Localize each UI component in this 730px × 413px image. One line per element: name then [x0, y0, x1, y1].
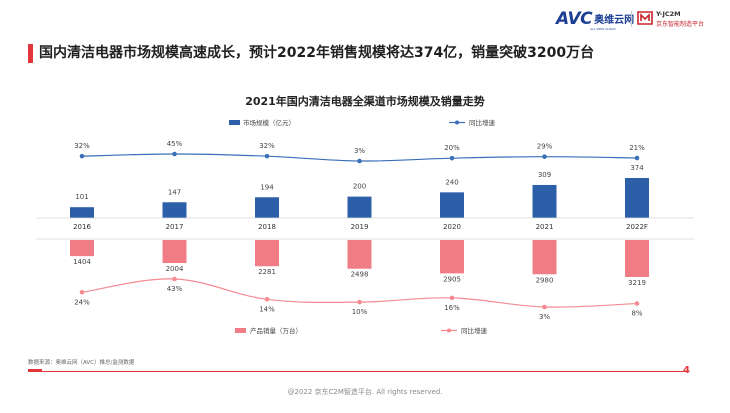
legend-label-sales-volume: 产品销量（万台） — [250, 326, 302, 335]
data-label-market-size-2020: 240 — [445, 178, 458, 186]
data-label-market-size-2022F: 374 — [630, 164, 644, 172]
data-label-value-growth-2022F: 21% — [629, 144, 645, 152]
data-label-volume-growth-2018: 14% — [259, 305, 275, 313]
data-label-sales-volume-2020: 2905 — [443, 275, 461, 283]
data-label-market-size-2016: 101 — [75, 193, 88, 201]
point-volume-growth-2019 — [357, 299, 362, 305]
title-accent-bar — [28, 44, 33, 63]
point-volume-growth-2022F — [634, 301, 640, 306]
data-label-volume-growth-2016: 24% — [74, 298, 90, 306]
data-label-value-growth-2017: 45% — [167, 140, 183, 148]
legend-marker-volume-growth — [447, 328, 451, 333]
bar-market-size-2018 — [255, 197, 279, 218]
bar-market-size-2022F — [625, 178, 649, 218]
bar-market-size-2019 — [347, 196, 372, 218]
data-label-sales-volume-2017: 2004 — [166, 265, 184, 273]
bar-sales-volume-2021 — [532, 240, 557, 275]
point-volume-growth-2018 — [264, 297, 270, 302]
x-tick-label-2020: 2020 — [443, 223, 461, 231]
data-label-volume-growth-2019: 10% — [352, 308, 368, 316]
point-volume-growth-2021 — [542, 304, 547, 310]
logo-separator — [631, 11, 632, 27]
bar-sales-volume-2016 — [70, 240, 94, 257]
data-label-market-size-2021: 309 — [538, 171, 551, 179]
data-label-sales-volume-2018: 2281 — [258, 268, 276, 276]
data-label-value-growth-2021: 29% — [537, 143, 553, 151]
jc2m-logo-icon — [637, 11, 653, 25]
legend-label-market-size: 市场规模（亿元） — [243, 118, 295, 127]
avc-logo: AVC 奥维云网 ALL VIEW CLOUD — [556, 8, 635, 31]
chart-title: 2021年国内清洁电器全渠道市场规模及销量走势 — [245, 95, 485, 108]
page-title: 国内清洁电器市场规模高速成长，预计2022年销售规模将达374亿，销量突破320… — [39, 45, 595, 61]
jc2m-logo-subtitle: 京东智能制造平台 — [656, 21, 705, 28]
x-tick-label-2016: 2016 — [73, 223, 91, 231]
bar-sales-volume-2018 — [255, 240, 279, 267]
bar-sales-volume-2020 — [440, 240, 464, 274]
x-tick-label-2022F: 2022F — [626, 223, 648, 231]
point-value-growth-2017 — [172, 151, 177, 157]
legend-label-volume-growth: 同比增速 — [461, 326, 488, 335]
copyright: @2022 京东C2M智造平台. All rights reserved. — [287, 388, 443, 396]
data-label-sales-volume-2019: 2498 — [351, 271, 369, 279]
legend-marker-value-growth — [455, 120, 459, 125]
page-number: 4 — [683, 365, 690, 376]
bar-market-size-2016 — [70, 207, 94, 218]
data-label-market-size-2019: 200 — [353, 183, 366, 191]
point-volume-growth-2020 — [449, 295, 455, 301]
point-volume-growth-2017 — [172, 276, 177, 282]
point-volume-growth-2016 — [79, 290, 85, 295]
point-value-growth-2018 — [264, 153, 270, 159]
data-label-volume-growth-2020: 16% — [444, 304, 460, 312]
point-value-growth-2019 — [357, 158, 362, 164]
data-label-sales-volume-2021: 2980 — [536, 276, 554, 284]
data-label-value-growth-2016: 32% — [74, 142, 90, 150]
jc2m-logo-title: Y-JC2M — [656, 10, 681, 18]
bar-market-size-2021 — [532, 184, 557, 218]
x-tick-label-2019: 2019 — [351, 223, 369, 231]
point-value-growth-2022F — [634, 155, 640, 161]
bar-sales-volume-2017 — [162, 240, 187, 264]
avc-logo-cn: 奥维云网 — [594, 15, 635, 26]
data-label-market-size-2018: 194 — [260, 183, 274, 191]
footer-divider-accent — [28, 369, 42, 372]
data-label-value-growth-2019: 3% — [354, 147, 365, 155]
data-source: 数据来源：奥维云网（AVC）推总/监测数据 — [28, 360, 135, 366]
bar-sales-volume-2019 — [347, 240, 372, 269]
x-tick-label-2018: 2018 — [258, 223, 276, 231]
data-label-value-growth-2020: 20% — [444, 144, 460, 152]
avc-logo-sub: ALL VIEW CLOUD — [590, 27, 616, 31]
point-value-growth-2021 — [542, 154, 547, 159]
avc-logo-mark: AVC — [556, 9, 593, 29]
bar-market-size-2017 — [162, 202, 187, 218]
legend-swatch-market-size — [229, 120, 240, 125]
x-tick-label-2021: 2021 — [536, 223, 554, 231]
data-label-sales-volume-2022F: 3219 — [628, 279, 646, 287]
data-label-sales-volume-2016: 1404 — [73, 258, 91, 266]
legend-swatch-sales-volume — [235, 328, 246, 333]
bar-market-size-2020 — [440, 192, 464, 218]
data-label-volume-growth-2022F: 8% — [631, 310, 642, 318]
legend-label-value-growth: 同比增速 — [469, 118, 496, 127]
data-label-value-growth-2018: 32% — [259, 142, 275, 150]
footer-divider — [28, 371, 688, 372]
data-label-market-size-2017: 147 — [168, 188, 181, 196]
data-label-volume-growth-2021: 3% — [539, 313, 550, 321]
data-label-volume-growth-2017: 43% — [167, 285, 183, 293]
bar-sales-volume-2022F — [625, 240, 649, 277]
point-value-growth-2016 — [79, 153, 85, 159]
x-tick-label-2017: 2017 — [166, 223, 184, 231]
point-value-growth-2020 — [449, 155, 455, 161]
